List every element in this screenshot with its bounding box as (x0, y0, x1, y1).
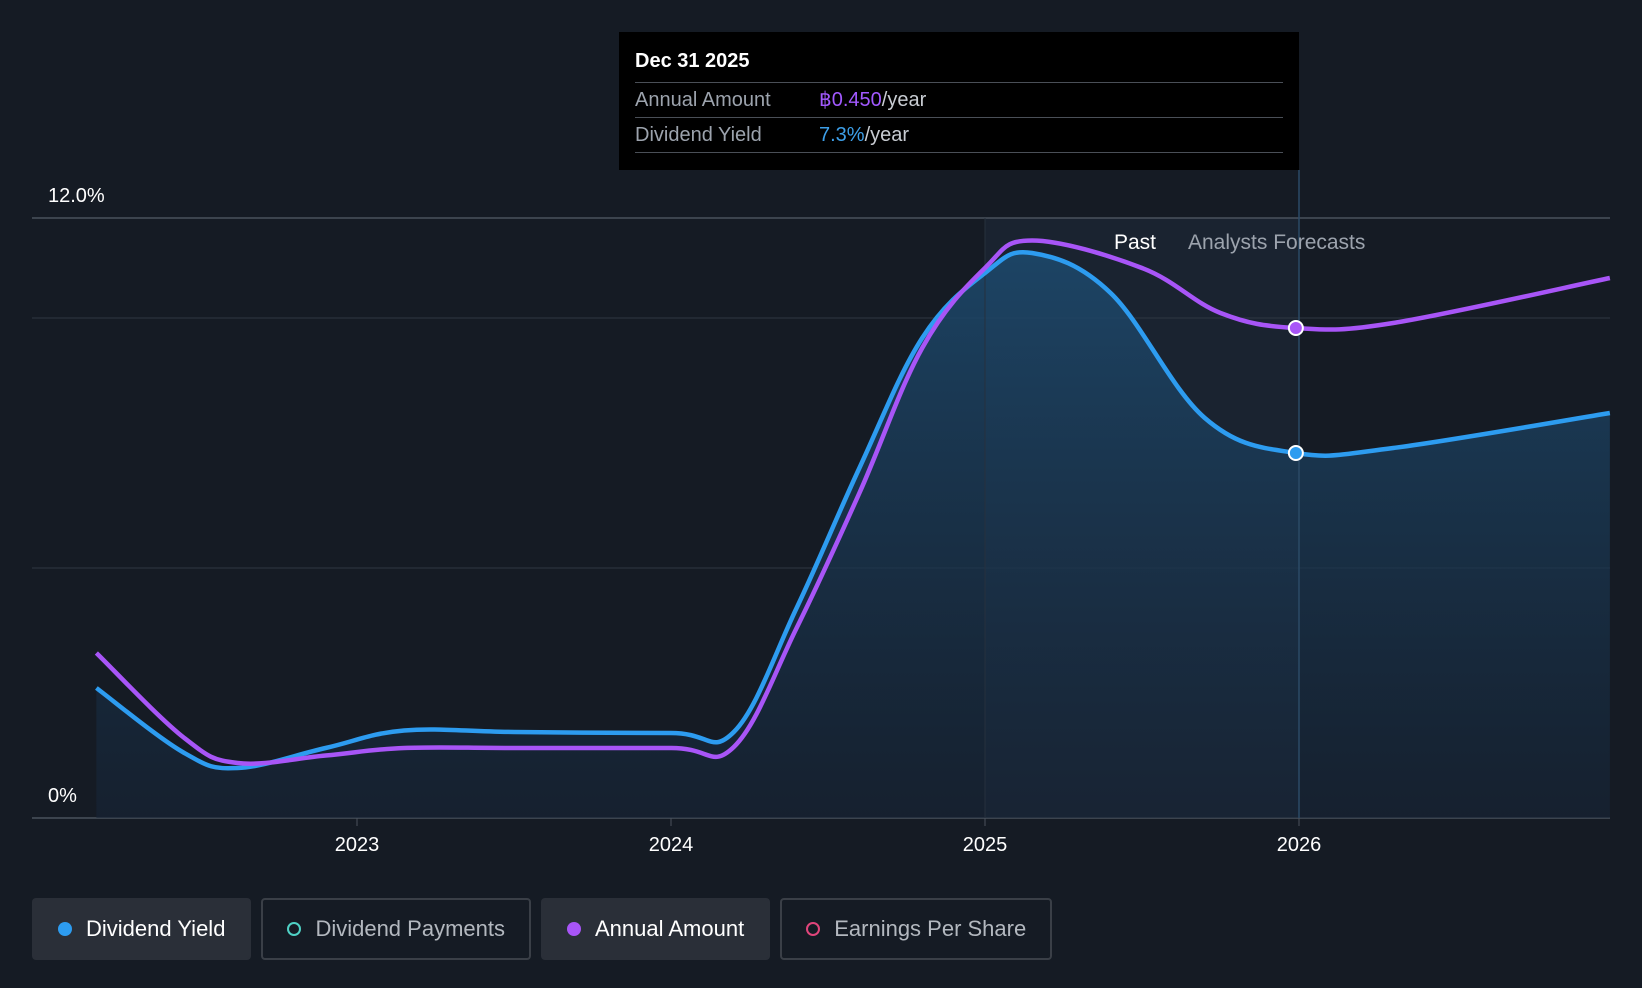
tooltip-date: Dec 31 2025 (635, 48, 1283, 83)
annual-amount-dot-icon (566, 922, 581, 936)
tooltip-row-dividend-yield: Dividend Yield 7.3% /year (635, 118, 1283, 153)
x-axis: 2023 2024 2025 2026 (335, 818, 1322, 856)
tooltip-value: 7.3% (819, 124, 865, 146)
earnings-per-share-ring-icon (806, 922, 821, 936)
x-tick-label: 2023 (335, 834, 380, 856)
legend-dividend-yield-button[interactable]: Dividend Yield (32, 898, 252, 960)
legend-label: Earnings Per Share (834, 916, 1027, 941)
analysts-forecasts-label: Analysts Forecasts (1188, 231, 1365, 254)
tooltip-unit: /year (881, 89, 927, 111)
annual-amount-line (94, 238, 1611, 766)
legend-label: Dividend Yield (86, 916, 226, 941)
x-tick-label: 2025 (963, 834, 1008, 856)
dividend-yield-line (95, 249, 1611, 771)
legend-dividend-payments-button[interactable]: Dividend Payments (261, 898, 531, 960)
legend-annual-amount-button[interactable]: Annual Amount (540, 898, 771, 960)
legend: Dividend Yield Dividend Payments Annual … (32, 898, 1053, 960)
tooltip-value: ฿0.450 (819, 89, 882, 111)
y-axis-top-label: 12.0% (48, 185, 105, 207)
dividend-yield-area (96, 252, 1610, 818)
dividend-yield-marker[interactable] (1287, 445, 1304, 461)
tooltip-key: Annual Amount (635, 89, 771, 111)
tooltip-key: Dividend Yield (635, 124, 762, 146)
x-tick-label: 2024 (649, 834, 694, 856)
tooltip-row-annual-amount: Annual Amount ฿0.450 /year (635, 83, 1283, 118)
annual-amount-marker[interactable] (1287, 320, 1304, 336)
tooltip: Dec 31 2025 Annual Amount ฿0.450 /year D… (619, 32, 1299, 170)
past-label: Past (1114, 231, 1156, 254)
dividend-yield-dot-icon (58, 922, 72, 936)
x-tick-label: 2026 (1277, 834, 1322, 856)
legend-label: Dividend Payments (315, 916, 505, 941)
legend-label: Annual Amount (594, 916, 745, 941)
y-axis-bottom-label: 0% (48, 785, 77, 807)
tooltip-unit: /year (864, 124, 910, 146)
dividend-payments-ring-icon (287, 922, 302, 936)
legend-earnings-per-share-button[interactable]: Earnings Per Share (780, 898, 1053, 960)
